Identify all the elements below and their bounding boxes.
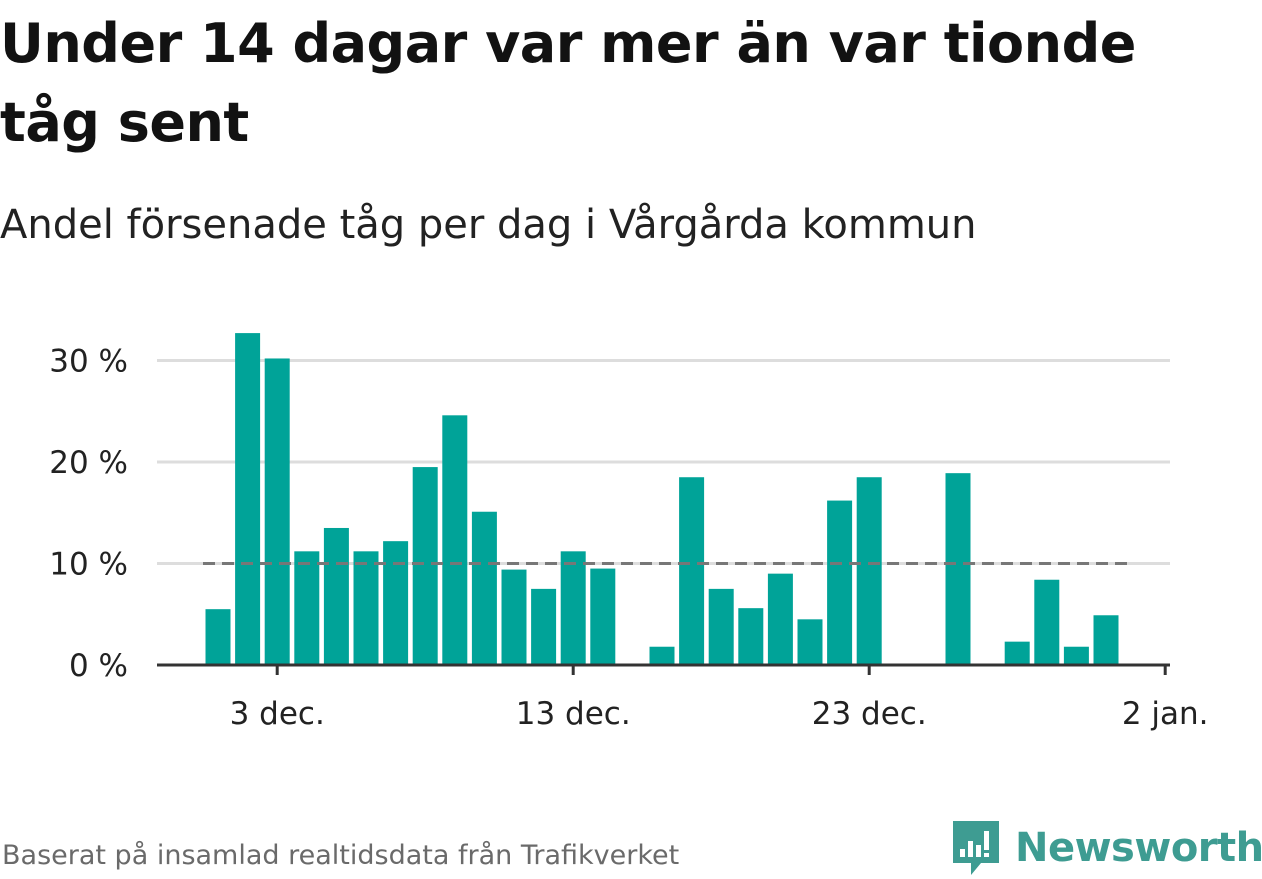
bar [1063, 646, 1089, 665]
bar [205, 609, 231, 665]
bar [649, 646, 675, 665]
bar [1034, 579, 1060, 665]
chart-subtitle: Andel försenade tåg per dag i Vårgårda k… [0, 202, 977, 248]
y-tick-label: 0 % [69, 648, 128, 684]
y-tick-label: 10 % [49, 547, 128, 583]
bar [708, 588, 734, 665]
bar [531, 588, 557, 665]
y-tick-label: 20 % [49, 445, 128, 481]
newsworthy-logo-icon [953, 821, 999, 875]
newsworthy-logo: Newsworthy [951, 820, 1262, 876]
bar [679, 477, 705, 665]
bar [797, 619, 823, 665]
bar [471, 511, 497, 665]
bar [560, 551, 586, 665]
bar [767, 573, 793, 665]
bar [1004, 641, 1030, 665]
bar [383, 541, 409, 665]
x-tick-label: 13 dec. [516, 696, 631, 732]
x-tick-label: 2 jan. [1122, 696, 1209, 732]
bar [590, 568, 616, 665]
gridlines [157, 359, 1170, 565]
chart-title: Under 14 dagar var mer än var tionde tåg… [0, 12, 1136, 154]
source-note: Baserat på insamlad realtidsdata från Tr… [2, 840, 680, 871]
bar [264, 358, 290, 665]
bar [1093, 615, 1119, 665]
bar [442, 415, 468, 665]
bar [945, 473, 971, 665]
y-tick-labels: 0 % 10 % 20 % 30 % [49, 344, 128, 685]
axes [157, 663, 1170, 675]
bars [205, 333, 1119, 665]
bar [294, 551, 320, 665]
x-tick-label: 3 dec. [230, 696, 325, 732]
bar [323, 527, 349, 665]
bar [412, 467, 438, 665]
y-tick-label: 30 % [49, 344, 128, 380]
bar [856, 477, 882, 665]
bar [501, 569, 527, 665]
bar [235, 333, 261, 665]
bar [827, 500, 853, 665]
x-tick-labels: 3 dec. 13 dec. 23 dec. 2 jan. [230, 696, 1209, 732]
bar [738, 608, 764, 665]
brand-name: Newsworthy [1015, 825, 1262, 871]
x-tick-label: 23 dec. [812, 696, 927, 732]
bar [353, 551, 379, 665]
